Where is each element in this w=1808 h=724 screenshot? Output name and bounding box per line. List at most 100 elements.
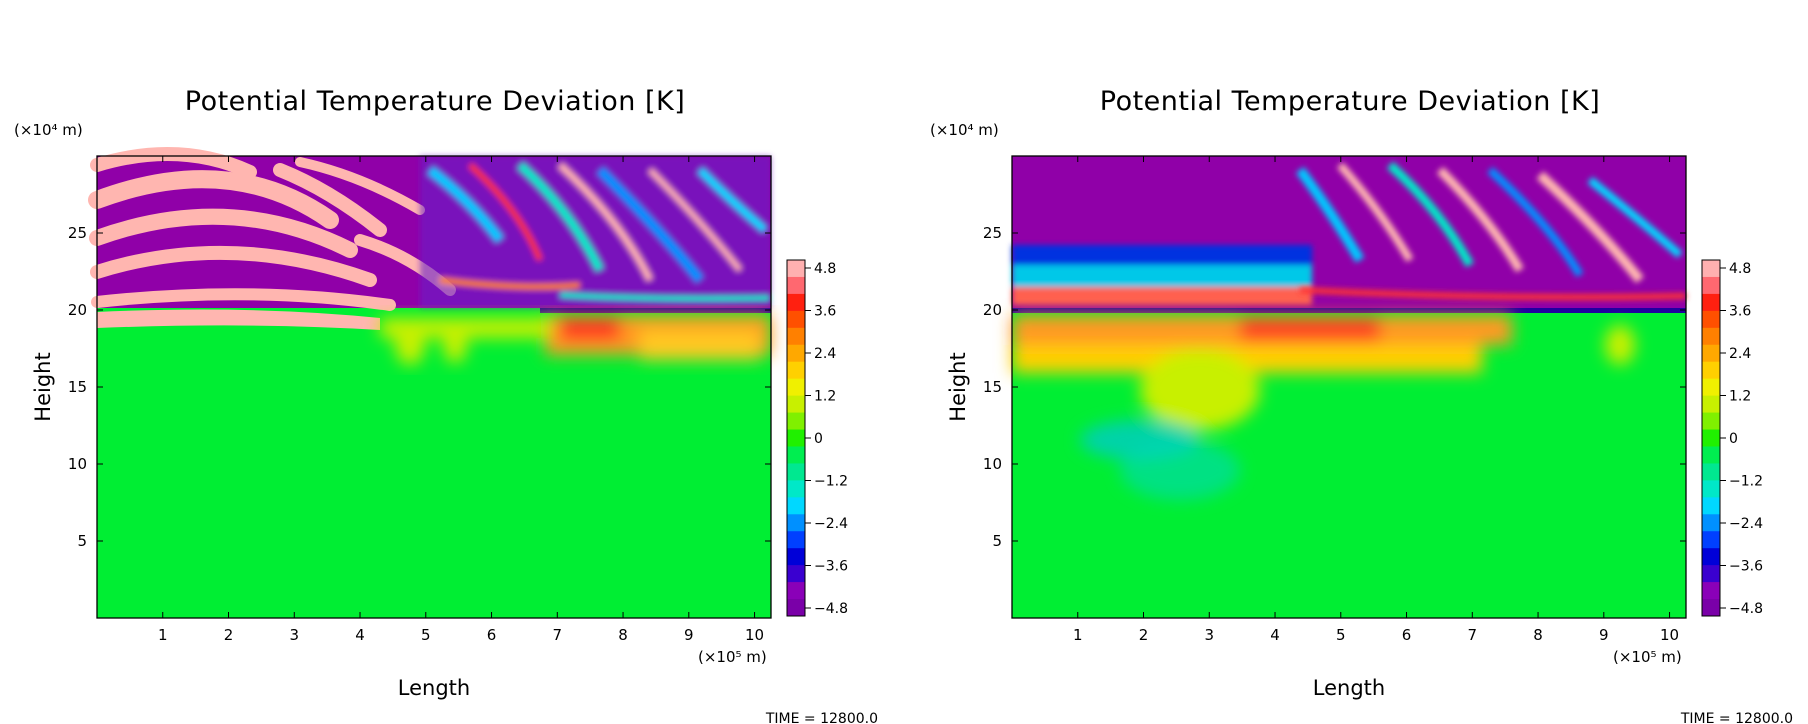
stratosphere-noise-right [1295, 161, 1687, 301]
colorbar-swatch [787, 378, 805, 397]
time-label: TIME = 12800.0 [765, 711, 878, 724]
y-unit-label: (×10⁴ m) [930, 121, 999, 139]
colorbar-swatch [787, 548, 805, 566]
x-tick-label: 9 [684, 626, 694, 644]
warm-anomaly [1012, 315, 1635, 500]
panel-right: Potential Temperature Deviation [K] (×10… [930, 86, 1793, 724]
colorbar-tick-label: 2.4 [814, 346, 836, 362]
colorbar-swatch [787, 446, 805, 464]
colorbar-tick-label: 4.8 [814, 261, 836, 277]
x-tick-label: 8 [618, 626, 628, 644]
x-unit-label: (×10⁵ m) [698, 648, 767, 666]
colorbar-swatch [1702, 531, 1720, 549]
y-tick-label: 10 [983, 455, 1002, 473]
colorbar-swatch [787, 599, 805, 617]
y-tick-label: 15 [68, 378, 87, 396]
x-tick-label: 6 [487, 626, 497, 644]
colorbar-swatch [1702, 260, 1720, 278]
stratosphere-noise-left [1012, 245, 1312, 305]
colorbar-swatch [787, 582, 805, 600]
x-tick-label: 9 [1599, 626, 1609, 644]
colorbar-tick-label: −3.6 [814, 559, 848, 575]
panel-left: Potential Temperature Deviation [K] (×10… [14, 86, 878, 724]
colorbar-swatch [787, 531, 805, 549]
stratosphere-noise-right [420, 156, 771, 308]
colorbar-swatch [1702, 514, 1720, 532]
colorbar-swatch [787, 429, 805, 447]
colorbar-swatch [787, 412, 805, 431]
colorbar-swatch [1702, 480, 1720, 498]
colorbar-tick-label: 1.2 [814, 389, 836, 405]
colorbar-tick-label: −3.6 [1729, 559, 1763, 575]
colorbar-swatch [1702, 293, 1720, 312]
y-tick-label: 10 [68, 455, 87, 473]
colorbar-swatch [1702, 361, 1720, 380]
x-tick-label: 7 [1468, 626, 1478, 644]
colorbar-swatch [787, 514, 805, 532]
colorbar-swatch [1702, 327, 1720, 346]
y-unit-label: (×10⁴ m) [14, 121, 83, 139]
colorbar-tick-label: 3.6 [1729, 304, 1751, 320]
colorbar-swatch [787, 260, 805, 278]
warm-anomaly [380, 315, 771, 365]
colorbar-swatch [1702, 412, 1720, 431]
colorbar-swatch [1702, 276, 1720, 295]
tropopause-line [540, 308, 771, 313]
x-tick-label: 1 [158, 626, 168, 644]
colorbar-swatch [787, 344, 805, 363]
colorbar-swatch [787, 327, 805, 346]
x-unit-label: (×10⁵ m) [1613, 648, 1682, 666]
tropopause-line [1012, 308, 1686, 313]
y-tick-label: 25 [68, 224, 87, 242]
y-axis-label: Height [31, 352, 55, 421]
tropopause-band [97, 309, 380, 330]
y-tick-label: 5 [992, 532, 1002, 550]
chart-title: Potential Temperature Deviation [K] [185, 86, 685, 117]
chart-title: Potential Temperature Deviation [K] [1100, 86, 1600, 117]
colorbar-tick-label: 0 [1729, 431, 1738, 447]
y-tick-label: 5 [77, 532, 87, 550]
y-tick-label: 15 [983, 378, 1002, 396]
x-tick-label: 3 [1204, 626, 1214, 644]
x-axis-label: Length [398, 676, 470, 700]
colorbar-swatch [1702, 582, 1720, 600]
x-tick-label: 2 [224, 626, 234, 644]
colorbar-tick-label: −2.4 [1729, 516, 1763, 532]
colorbar: 4.8 3.6 2.4 1.2 0 −1.2 −2.4 −3.6 −4.8 [1701, 259, 1763, 617]
colorbar-swatch [1702, 378, 1720, 397]
x-axis-label: Length [1313, 676, 1385, 700]
colorbar-swatch [787, 310, 805, 329]
x-tick-label: 4 [1270, 626, 1280, 644]
colorbar-swatch [1702, 446, 1720, 464]
colorbar-tick-label: 4.8 [1729, 261, 1751, 277]
colorbar-swatch [787, 395, 805, 414]
colorbar-tick-label: −4.8 [814, 601, 848, 617]
x-tick-label: 5 [1336, 626, 1346, 644]
x-tick-label: 4 [355, 626, 365, 644]
colorbar-swatch [787, 293, 805, 312]
colorbar-tick-label: 0 [814, 431, 823, 447]
x-tick-label: 8 [1533, 626, 1543, 644]
colorbar-tick-label: 1.2 [1729, 389, 1751, 405]
x-tick-label: 1 [1073, 626, 1083, 644]
x-tick-label: 10 [1660, 626, 1679, 644]
colorbar-swatch [1702, 565, 1720, 583]
x-tick-label: 6 [1402, 626, 1412, 644]
colorbar-tick-label: −4.8 [1729, 601, 1763, 617]
colorbar-swatch [1702, 599, 1720, 617]
plot-area: 1 2 3 4 5 6 7 8 9 10 5 10 15 20 25 [983, 155, 1687, 644]
colorbar-swatch [1702, 429, 1720, 447]
x-tick-label: 5 [421, 626, 431, 644]
colorbar-swatch [1702, 344, 1720, 363]
colorbar-swatch [1702, 310, 1720, 329]
colorbar-swatch [787, 497, 805, 515]
x-tick-label: 3 [289, 626, 299, 644]
x-tick-label: 7 [553, 626, 563, 644]
plot-area: 1 2 3 4 5 6 7 8 9 10 5 10 15 20 25 [68, 147, 772, 644]
colorbar-swatch [787, 565, 805, 583]
colorbar-swatch [1702, 463, 1720, 481]
colorbar-swatch [1702, 497, 1720, 515]
colorbar: 4.8 3.6 2.4 1.2 0 −1.2 −2.4 −3.6 −4.8 [786, 259, 848, 617]
colorbar-swatch [787, 480, 805, 498]
y-tick-label: 25 [983, 224, 1002, 242]
